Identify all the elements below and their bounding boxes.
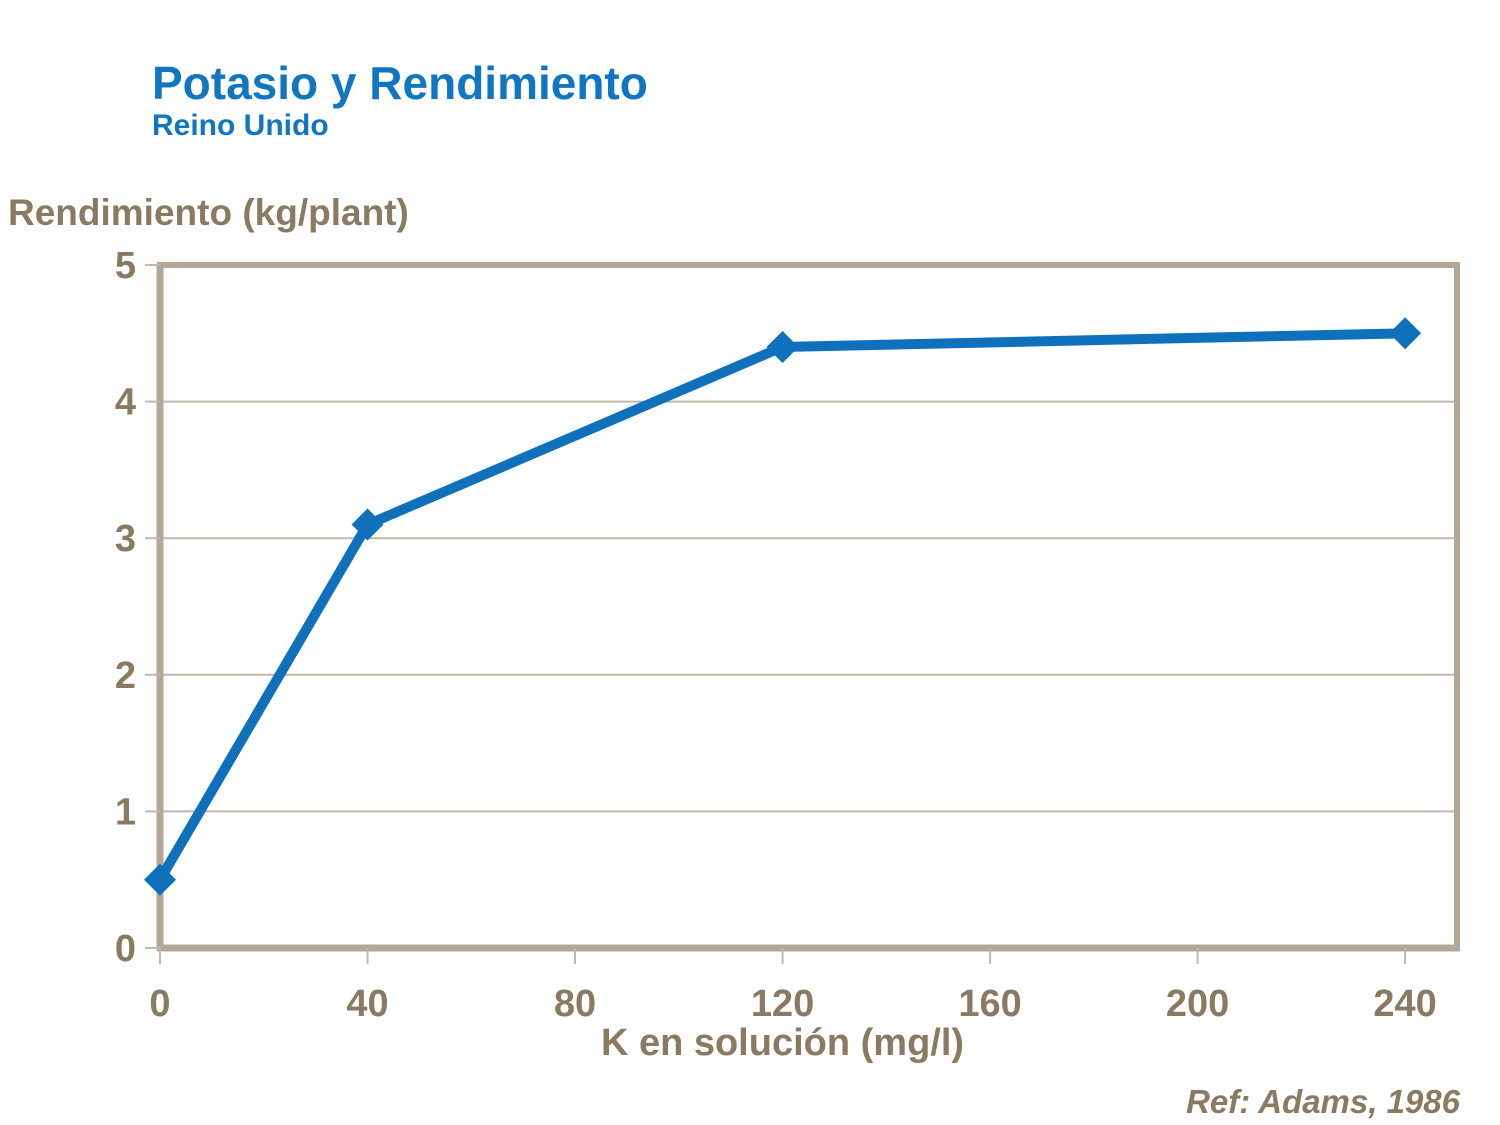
- x-tick-label-0: 0: [149, 983, 170, 1025]
- chart-title: Potasio y Rendimiento: [152, 57, 648, 109]
- x-axis-title: K en solución (mg/l): [600, 1022, 965, 1064]
- x-tick-label-80: 80: [554, 983, 596, 1025]
- data-line-rendimiento: [155, 328, 1406, 883]
- x-tick-label-240: 240: [1373, 983, 1436, 1025]
- y-tick-label-2: 2: [115, 655, 136, 697]
- data-point-marker-0: [144, 863, 176, 896]
- chart-subtitle: Reino Unido: [152, 109, 329, 142]
- y-tick-label-5: 5: [115, 245, 136, 287]
- x-tick-label-160: 160: [958, 983, 1021, 1025]
- data-point-marker-40: [351, 508, 384, 541]
- y-axis-title: Rendimiento (kg/plant): [8, 192, 409, 233]
- y-tick-label-3: 3: [115, 518, 136, 560]
- x-tick-label-200: 200: [1166, 983, 1229, 1025]
- data-point-marker-120: [766, 330, 799, 363]
- y-tick-label-4: 4: [115, 382, 136, 424]
- x-tick-label-120: 120: [751, 983, 814, 1025]
- reference-citation: Ref: Adams, 1986: [1186, 1083, 1460, 1120]
- x-tick-label-40: 40: [346, 983, 388, 1025]
- plot-frame: [157, 262, 1460, 951]
- y-tick-label-1: 1: [115, 791, 136, 833]
- data-point-marker-240: [1389, 317, 1422, 350]
- y-tick-label-0: 0: [115, 928, 136, 970]
